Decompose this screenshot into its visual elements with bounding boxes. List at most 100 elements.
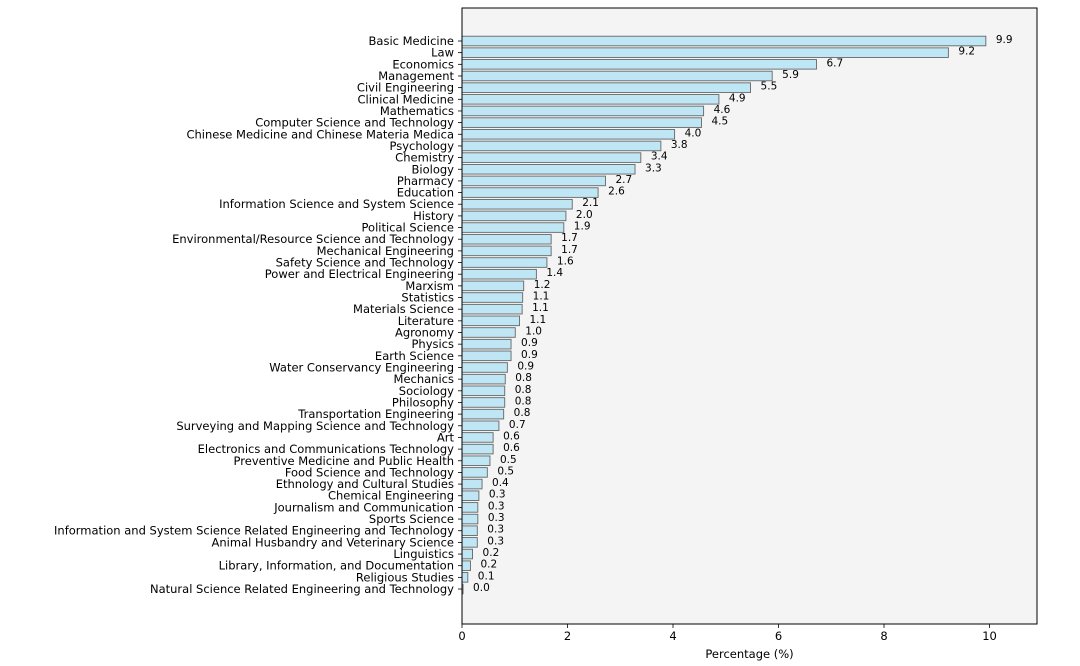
value-label: 2.7 — [615, 174, 632, 186]
bar — [461, 420, 500, 432]
value-label: 1.7 — [561, 244, 578, 256]
category-label: Chinese Medicine and Chinese Materia Med… — [186, 127, 454, 141]
category-label: Art — [437, 430, 455, 444]
bar — [461, 175, 606, 187]
category-label: Animal Husbandry and Veterinary Science — [212, 535, 454, 549]
category-label: Journalism and Communication — [273, 500, 454, 514]
bar — [461, 572, 469, 583]
value-label: 0.5 — [500, 454, 517, 466]
category-label: Computer Science and Technology — [255, 116, 454, 130]
category-label: Philosophy — [392, 395, 454, 409]
value-label: 0.3 — [488, 500, 505, 512]
bar — [461, 164, 636, 175]
value-label: 1.7 — [561, 232, 578, 244]
value-label: 0.3 — [487, 535, 504, 547]
value-label: 6.7 — [826, 57, 843, 69]
bar — [461, 385, 506, 397]
category-label: Food Science and Technology — [285, 465, 454, 479]
value-label: 5.9 — [782, 69, 799, 81]
category-label: Library, Information, and Documentation — [219, 559, 454, 573]
category-label: Sociology — [399, 384, 454, 398]
category-label: Ethnology and Cultural Studies — [276, 477, 454, 491]
bar — [461, 362, 508, 373]
category-label: Management — [378, 69, 454, 83]
bar — [461, 268, 537, 280]
value-label: 5.5 — [761, 81, 778, 93]
bar — [461, 187, 599, 198]
x-tick-label: 8 — [880, 629, 887, 643]
value-label: 0.4 — [492, 477, 509, 489]
value-label: 0.6 — [503, 442, 520, 454]
plot-frame — [461, 7, 1038, 625]
bar — [461, 560, 471, 571]
category-label: Safety Science and Technology — [276, 256, 455, 270]
category-label: Statistics — [401, 291, 454, 305]
bar — [461, 432, 494, 443]
value-label: 0.8 — [515, 395, 532, 407]
value-label: 9.2 — [958, 46, 975, 58]
value-label: 0.3 — [488, 512, 505, 524]
bar — [461, 537, 478, 548]
bar — [461, 443, 494, 455]
bar — [461, 478, 483, 490]
category-label: Chemical Engineering — [328, 489, 454, 503]
value-label: 4.9 — [729, 92, 746, 104]
category-label: Sports Science — [369, 512, 454, 526]
value-label: 0.9 — [521, 349, 538, 361]
bar — [461, 140, 662, 152]
bar — [461, 117, 702, 128]
category-label: Mechanics — [394, 372, 454, 386]
value-label: 3.4 — [651, 151, 668, 163]
value-label: 0.1 — [478, 570, 495, 582]
bar — [461, 315, 520, 327]
category-label: Information Science and System Science — [219, 197, 454, 211]
category-label: Psychology — [389, 139, 454, 153]
bar — [461, 350, 512, 362]
category-label: Linguistics — [393, 547, 454, 561]
category-label: Materials Science — [353, 302, 454, 316]
category-label: Earth Science — [375, 349, 454, 363]
value-label: 0.8 — [515, 384, 532, 396]
category-label: Surveying and Mapping Science and Techno… — [176, 419, 454, 433]
bar — [461, 373, 506, 385]
x-tick-label: 4 — [669, 629, 676, 643]
value-label: 4.0 — [685, 127, 702, 139]
x-tick-label: 0 — [458, 629, 465, 643]
category-label: Education — [397, 186, 454, 200]
value-label: 0.7 — [509, 419, 526, 431]
bar — [461, 525, 478, 536]
value-label: 0.0 — [473, 582, 490, 594]
bar — [461, 408, 505, 420]
bar — [461, 59, 817, 70]
bar — [461, 513, 479, 525]
bar — [461, 70, 773, 82]
x-axis-title: Percentage (%) — [705, 647, 793, 661]
x-tick-label: 6 — [775, 629, 782, 643]
category-label: Preventive Medicine and Public Health — [234, 454, 454, 468]
bar — [461, 233, 552, 245]
bar — [461, 502, 479, 513]
bar — [461, 152, 642, 163]
value-label: 4.5 — [711, 116, 728, 128]
category-label: Environmental/Resource Science and Techn… — [172, 232, 454, 246]
bar — [461, 198, 573, 210]
category-label: Clinical Medicine — [358, 92, 455, 106]
bar — [461, 129, 676, 140]
category-label: Physics — [411, 337, 454, 351]
value-label: 1.1 — [533, 291, 550, 303]
value-label: 1.0 — [525, 326, 542, 338]
category-labels: Basic MedicineLawEconomicsManagementCivi… — [54, 34, 462, 596]
value-label: 3.3 — [645, 162, 662, 174]
value-label: 0.2 — [480, 559, 497, 571]
bar — [461, 210, 567, 222]
category-label: Power and Electrical Engineering — [265, 267, 454, 281]
value-label: 4.6 — [714, 104, 731, 116]
bar — [461, 94, 720, 105]
bar — [461, 35, 987, 47]
value-label: 1.9 — [574, 221, 591, 233]
value-label: 1.1 — [530, 314, 547, 326]
category-label: Law — [431, 46, 454, 60]
value-label: 1.1 — [532, 302, 549, 314]
bar — [461, 292, 524, 303]
